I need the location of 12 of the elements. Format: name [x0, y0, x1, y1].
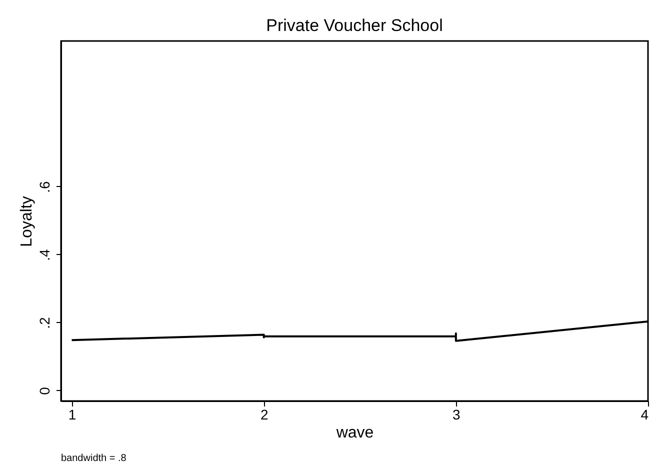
y-tick-label: .2 — [36, 316, 52, 329]
chart-title: Private Voucher School — [266, 16, 443, 35]
y-axis-title: Loyalty — [18, 196, 36, 247]
x-tick-label: 4 — [640, 406, 649, 422]
y-tick-label: 0 — [36, 386, 52, 395]
x-tick-label: 2 — [260, 406, 268, 422]
x-axis-title: wave — [335, 424, 374, 442]
y-tick-label: .6 — [36, 180, 52, 193]
x-tick-label: 3 — [452, 406, 461, 422]
text: bandwidth = .8 — [61, 453, 127, 464]
y-tick-label: .4 — [36, 248, 52, 261]
x-tick-label: 1 — [68, 406, 76, 422]
